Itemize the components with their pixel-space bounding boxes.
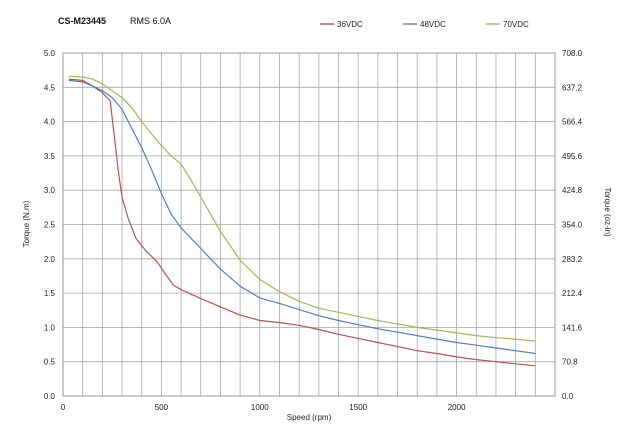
- y-tick-label: 3.5: [44, 152, 56, 161]
- y2-tick-label: 637.2: [562, 83, 583, 92]
- y2-tick-label: 212.4: [562, 289, 583, 298]
- y-tick-label: 0.0: [44, 392, 56, 401]
- x-tick-label: 0: [61, 403, 66, 412]
- y-tick-label: 5.0: [44, 49, 56, 58]
- y-tick-label: 0.5: [44, 358, 56, 367]
- y2-tick-label: 424.8: [562, 186, 583, 195]
- y2-tick-label: 566.4: [562, 118, 583, 127]
- y-tick-label: 2.5: [44, 221, 56, 230]
- series-line-36vdc: [68, 78, 536, 367]
- y2-tick-label: 283.2: [562, 255, 583, 264]
- x-axis-label: Speed (rpm): [287, 413, 332, 422]
- y-tick-label: 1.0: [44, 323, 56, 332]
- axis-ticks: 0 500 1000 1500 2000 0.0 0.5 1.0 1.5 2.0 2.5 3.0 3.5…: [44, 49, 583, 412]
- grid: [63, 52, 555, 397]
- legend-label-48vdc: 48VDC: [420, 20, 446, 29]
- x-tick-label: 1500: [349, 403, 367, 412]
- y2-tick-label: 0.0: [562, 392, 574, 401]
- y-axis-label: Torque (N.m): [22, 200, 31, 247]
- y-tick-label: 1.5: [44, 289, 56, 298]
- y-tick-label: 3.0: [44, 186, 56, 195]
- y-tick-label: 4.0: [44, 118, 56, 127]
- series-line-48vdc: [68, 79, 536, 355]
- series-lines: [68, 75, 536, 367]
- legend-label-36vdc: 36VDC: [337, 20, 363, 29]
- series-line-70vdc: [68, 75, 536, 342]
- y-tick-label: 2.0: [44, 255, 56, 264]
- y-tick-label: 4.5: [44, 83, 56, 92]
- chart-model-title: CS-M23445: [58, 16, 106, 26]
- x-tick-label: 500: [155, 403, 169, 412]
- y2-tick-label: 708.0: [562, 49, 583, 58]
- y2-tick-label: 495.6: [562, 152, 583, 161]
- legend: 36VDC 48VDC 70VDC: [320, 20, 529, 29]
- y2-axis-label: Torque (oz-in): [603, 187, 612, 237]
- x-tick-label: 1000: [251, 403, 269, 412]
- chart-rms-subtitle: RMS 6.0A: [130, 16, 171, 26]
- legend-label-70vdc: 70VDC: [503, 20, 529, 29]
- y2-tick-label: 70.8: [562, 358, 578, 367]
- y2-tick-label: 141.6: [562, 323, 583, 332]
- x-tick-label: 2000: [448, 403, 466, 412]
- plot-area-border: [62, 52, 556, 397]
- y2-tick-label: 354.0: [562, 221, 583, 230]
